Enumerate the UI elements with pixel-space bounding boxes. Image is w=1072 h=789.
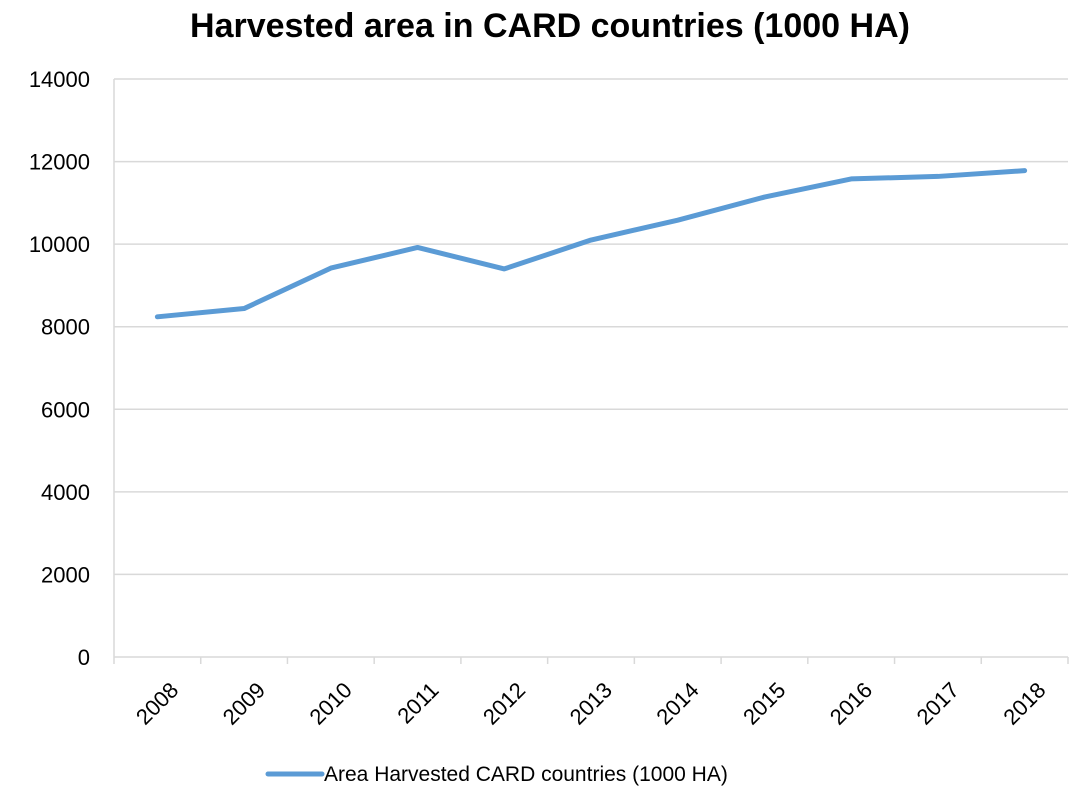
x-tick-label: 2013 <box>565 677 617 729</box>
y-tick-label: 2000 <box>41 562 90 587</box>
x-tick-label: 2015 <box>738 677 790 729</box>
y-axis-tick-labels: 0 2000 4000 6000 8000 10000 12000 14000 <box>29 67 90 670</box>
y-tick-label: 14000 <box>29 67 90 92</box>
chart-title: Harvested area in CARD countries (1000 H… <box>190 7 910 45</box>
series-group <box>154 168 1028 320</box>
x-tick-label: 2016 <box>825 677 877 729</box>
x-tick-label: 2008 <box>131 677 183 729</box>
x-tick-label: 2010 <box>305 677 357 729</box>
legend-label: Area Harvested CARD countries (1000 HA) <box>324 763 728 786</box>
x-tick-label: 2018 <box>998 677 1050 729</box>
y-tick-label: 12000 <box>29 150 90 175</box>
x-tick-label: 2017 <box>912 677 964 729</box>
x-tick-label: 2012 <box>478 677 530 729</box>
y-tick-label: 4000 <box>41 480 90 505</box>
x-tick-label: 2009 <box>218 677 270 729</box>
gridlines <box>114 78 1068 576</box>
legend: Area Harvested CARD countries (1000 HA) <box>265 763 728 786</box>
x-tick-label: 2014 <box>651 677 703 729</box>
series-line <box>154 168 1028 320</box>
y-tick-label: 10000 <box>29 232 90 257</box>
x-axis-tick-labels: 2008 2009 2010 2011 2012 2013 2014 2015 2016 2017… <box>131 677 1051 729</box>
y-tick-label: 6000 <box>41 397 90 422</box>
x-tick-label: 2011 <box>392 677 443 728</box>
y-tick-label: 0 <box>78 645 90 670</box>
y-tick-label: 8000 <box>41 315 90 340</box>
axes <box>113 79 1069 664</box>
